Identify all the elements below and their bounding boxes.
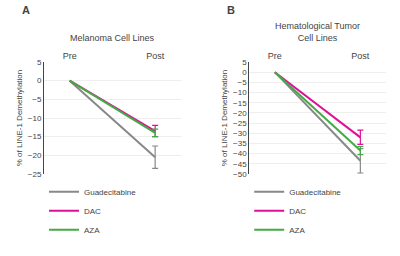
svg-text:−15: −15 — [28, 132, 42, 141]
svg-text:−45: −45 — [233, 160, 247, 169]
svg-text:Pre: Pre — [63, 51, 77, 61]
svg-text:−35: −35 — [233, 139, 247, 148]
svg-text:−5: −5 — [237, 78, 247, 87]
svg-text:0: 0 — [37, 76, 42, 85]
svg-text:Melanoma Cell Lines: Melanoma Cell Lines — [70, 33, 155, 43]
svg-text:AZA: AZA — [289, 226, 305, 235]
svg-text:−15: −15 — [233, 99, 247, 108]
svg-text:−30: −30 — [233, 129, 247, 138]
svg-text:DAC: DAC — [289, 207, 306, 216]
svg-text:−25: −25 — [28, 170, 42, 179]
svg-text:Post: Post — [146, 51, 165, 61]
svg-text:−5: −5 — [32, 95, 42, 104]
svg-text:−40: −40 — [233, 149, 247, 158]
svg-text:AZA: AZA — [84, 226, 100, 235]
svg-text:DAC: DAC — [84, 207, 101, 216]
svg-text:Hematological TumorCell Lines: Hematological TumorCell Lines — [275, 21, 360, 43]
svg-text:−50: −50 — [233, 170, 247, 179]
svg-text:Post: Post — [351, 51, 370, 61]
svg-text:Guadecitabine: Guadecitabine — [289, 188, 341, 197]
svg-text:% of LINE-1 Demethylation: % of LINE-1 Demethylation — [15, 70, 24, 167]
svg-text:−20: −20 — [233, 109, 247, 118]
svg-text:% of LINE-1 Demethylation: % of LINE-1 Demethylation — [220, 70, 229, 167]
svg-text:−25: −25 — [233, 119, 247, 128]
svg-text:Pre: Pre — [268, 51, 282, 61]
svg-text:5: 5 — [242, 58, 247, 67]
svg-text:B: B — [227, 4, 235, 16]
svg-text:5: 5 — [37, 58, 42, 67]
svg-text:−10: −10 — [233, 88, 247, 97]
svg-text:0: 0 — [242, 68, 247, 77]
svg-text:−20: −20 — [28, 151, 42, 160]
svg-text:−10: −10 — [28, 114, 42, 123]
svg-text:Guadecitabine: Guadecitabine — [84, 188, 136, 197]
svg-text:A: A — [22, 4, 30, 16]
